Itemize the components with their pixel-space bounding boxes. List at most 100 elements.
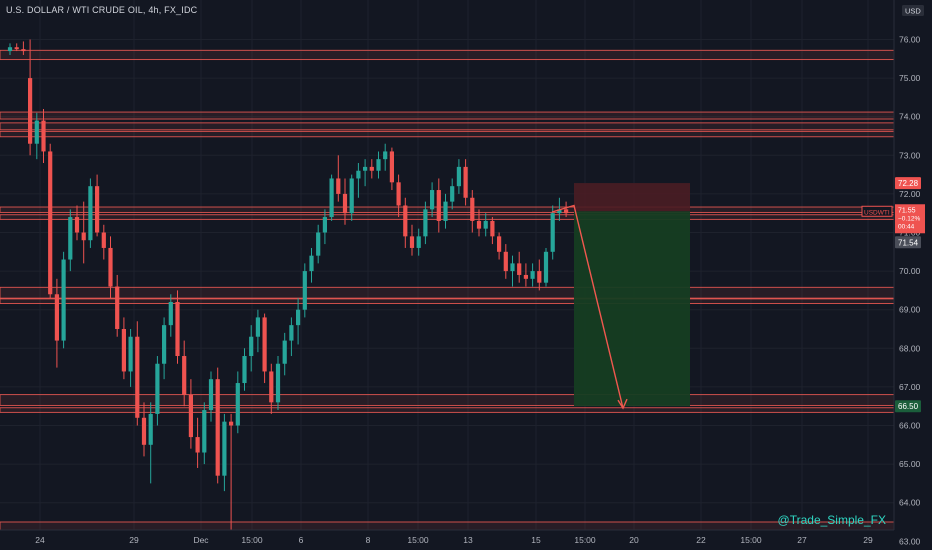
candle-body [34,120,39,144]
zone-band [0,407,895,413]
bar-countdown: 00:44 [898,223,915,230]
candle-body [349,178,354,214]
candle-body [175,301,180,357]
symbol-tag: USDWTI [864,209,890,216]
candle-body [162,325,167,364]
candle-body [530,271,535,279]
price-tick-label: 66.00 [899,421,921,431]
price-labels: 72.28 USDWTI 71.55−0.12%00:44 71.54 66.50 [861,177,925,413]
zone-band [0,49,895,61]
price-tick-label: 74.00 [899,112,921,122]
current-price-bg [895,204,925,234]
time-axis[interactable]: 24 29 Dec 15:00 6 8 15:00 13 15 15:00 20 22 15:00 27 2… [0,529,894,550]
current-price: 71.55 [898,207,916,214]
zone-band [0,111,895,120]
candle-body [443,201,448,221]
candle-body [249,336,254,357]
candle-body [396,182,401,206]
candle-body [483,220,488,229]
candle-body [21,49,26,52]
candle-body [430,190,435,210]
time-tick-label: 20 [629,535,639,545]
candle-body [275,363,281,403]
take-profit-zone [574,211,690,407]
zone-band [0,130,895,138]
grid-lines [0,0,894,542]
currency-badge-text: USD [905,7,921,16]
chart-title: U.S. DOLLAR / WTI CRUDE OIL, 4h, FX_IDC [6,5,198,15]
candle-body [416,236,421,248]
price-tick-label: 65.00 [899,459,921,469]
price-tick-label: 76.00 [899,35,921,45]
candle-body [54,294,59,341]
candle-body [74,217,80,233]
candle-body [215,379,220,476]
candle-body [389,151,394,183]
candle-body [296,309,301,326]
candle-body [88,186,93,241]
candle-body [7,47,13,52]
candle-body [255,317,260,337]
candle-body [229,421,234,426]
currency-badge [902,5,924,16]
projection-path [551,204,624,409]
candle-body [282,340,287,364]
candle-body [409,236,415,248]
candle-body [557,209,562,214]
arrow-head [617,398,628,410]
price-tick-label: 64.00 [899,498,921,508]
candle-body [363,166,368,171]
candle-body [289,325,294,341]
candle-body [490,220,495,237]
time-tick-label: 15:00 [574,535,596,545]
candle-body [61,259,66,341]
time-tick-label: 24 [35,535,45,545]
candle-body [81,232,86,241]
time-tick-label: 13 [463,535,473,545]
price-tick-label: 72.00 [899,189,921,199]
candle-body [423,209,428,237]
candle-body [537,271,542,283]
gray-price-label: 71.54 [898,238,919,247]
candle-body [383,151,388,160]
candle-body [342,193,348,214]
candle-body [309,255,314,272]
projection-arrow [551,204,628,410]
time-tick-label: 29 [129,535,139,545]
candle-body [168,301,173,326]
zone-band [0,122,895,131]
candle-body [95,186,100,233]
candle-body [302,271,307,310]
candle-body [403,205,408,237]
symbol-tag-bg [861,205,893,217]
candle-body [356,170,361,179]
candle-body [48,151,53,295]
candle-body [476,220,482,229]
candlesticks [7,39,569,550]
candle-body [269,371,274,403]
candle-body [128,336,133,372]
target-price-label-bg [895,400,921,413]
candle-body [101,232,106,248]
zone-band [0,286,895,299]
candle-body [329,178,334,218]
candle-body [14,47,19,50]
candle-body [188,394,193,438]
price-axis-bg [894,0,932,550]
price-tick-label: 63.00 [899,536,921,546]
candle-body [202,410,207,453]
candle-body [510,263,515,272]
candle-body [148,413,153,445]
short-position-tool[interactable] [574,183,690,407]
price-tick-label: 67.00 [899,382,921,392]
gray-price-label-bg [895,236,921,249]
candle-body [322,217,327,233]
candle-body [456,166,461,187]
price-axis[interactable]: 76.0075.0074.0073.0072.0071.0070.0069.00… [893,0,932,550]
time-tick-label: 15 [531,535,541,545]
candle-body [517,263,522,275]
time-tick-label: 6 [299,535,304,545]
candle-body [68,217,73,260]
stop-loss-zone [574,183,690,212]
